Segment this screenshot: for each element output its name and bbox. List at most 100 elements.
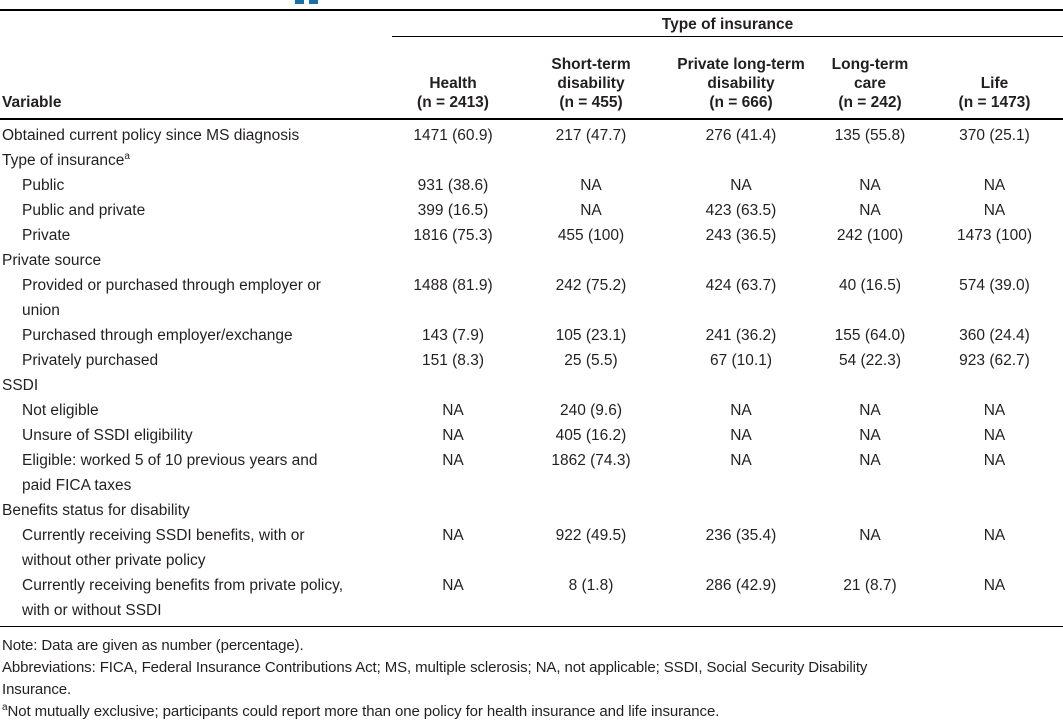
row-value: NA [859,202,881,219]
row-label: Purchased through employer/exchange [22,327,293,344]
table-footnotes: Note: Data are given as number (percenta… [0,627,1063,723]
row-value [814,373,926,398]
column-header: Health (n = 2413) [392,36,514,120]
row-value: NA [859,452,881,469]
row-value [926,148,1063,173]
row-value: 922 (49.5) [555,527,627,544]
row-label: Privately purchased [22,352,159,369]
row-label: Currently receiving SSDI benefits, with … [22,527,305,569]
row-value [514,248,668,273]
row-value: 1471 (60.9) [413,127,493,144]
row-label: Private source [2,252,102,269]
row-value: 143 (7.9) [421,327,485,344]
row-value: NA [983,202,1006,219]
row-label: Benefits status for disability [2,502,190,519]
row-value: 923 (62.7) [959,352,1030,369]
row-value: 1816 (75.3) [413,227,493,244]
row-value: 243 (36.5) [705,227,777,244]
span-header-row: Type of insurance [0,10,1063,37]
row-value: 276 (41.4) [705,127,777,144]
row-value: NA [580,202,602,219]
row-value: NA [859,527,881,544]
row-value: 40 (16.5) [838,277,902,294]
row-label: Public and private [22,202,146,219]
row-value: 574 (39.0) [959,277,1030,294]
row-label: Eligible: worked 5 of 10 previous years … [22,452,318,494]
row-value: NA [442,527,464,544]
table-row: Unsure of SSDI eligibility NA 405 (16.2) NA… [0,423,1063,448]
row-label: Obtained current policy since MS diagnos… [2,127,300,144]
row-label: SSDI [2,377,39,394]
table-row: Public and private 399 (16.5) NA 423 (63.5)… [0,198,1063,223]
row-value [668,373,814,398]
row-value: NA [730,402,752,419]
column-header: Long-term care (n = 242) [814,36,926,120]
row-value: NA [859,427,881,444]
table-row: Provided or purchased through employer o… [0,273,1063,323]
row-value [814,498,926,523]
footnote-a: aNot mutually exclusive; participants co… [2,701,1061,723]
row-value: 236 (35.4) [705,527,777,544]
row-value: 360 (24.4) [959,327,1030,344]
clipped-title-fragment [309,0,318,4]
row-value: NA [983,177,1006,194]
table-row: Type of insurancea [0,148,1063,173]
table-row: SSDI [0,373,1063,398]
row-value: 1473 (100) [957,227,1032,244]
row-value: NA [730,427,752,444]
row-value: NA [442,427,464,444]
row-value: 67 (10.1) [709,352,773,369]
row-label: Unsure of SSDI eligibility [22,427,193,444]
row-value [392,373,514,398]
row-value [814,248,926,273]
row-value: NA [926,573,1063,627]
row-value: 240 (9.6) [559,402,623,419]
row-value: 155 (64.0) [834,327,906,344]
table-row: Currently receiving benefits from privat… [0,573,1063,627]
row-label: Currently receiving benefits from privat… [0,573,392,627]
footnote-note: Note: Data are given as number (percenta… [2,637,304,654]
row-value: NA [983,427,1006,444]
row-value: 8 (1.8) [514,573,668,627]
row-value: NA [983,527,1006,544]
row-value: NA [983,452,1006,469]
row-value [926,373,1063,398]
column-header: Private long-term disability (n = 666) [668,36,814,120]
table-row: Privately purchased 151 (8.3) 25 (5.5) 67 (… [0,348,1063,373]
column-header-variable: Variable [0,36,392,120]
row-value: 242 (100) [836,227,904,244]
row-value [392,248,514,273]
row-value: 370 (25.1) [959,127,1030,144]
row-label: Type of insurancea [2,150,130,169]
row-value: 241 (36.2) [705,327,777,344]
row-value: 399 (16.5) [417,202,489,219]
table-span-header: Type of insurance [392,10,1063,37]
row-value: NA [442,402,464,419]
table-row: Not eligible NA 240 (9.6) NA NA NA [0,398,1063,423]
row-value [514,498,668,523]
row-value: NA [730,177,752,194]
column-header: Life (n = 1473) [926,36,1063,120]
column-header: Short-term disability (n = 455) [514,36,668,120]
row-label: Not eligible [22,402,99,419]
insurance-table: Type of insurance Variable Health (n = 24… [0,9,1063,627]
row-value: 931 (38.6) [417,177,489,194]
row-value: 217 (47.7) [555,127,627,144]
table-row: Private source [0,248,1063,273]
row-label: Provided or purchased through employer o… [22,277,321,319]
row-value: 151 (8.3) [421,352,485,369]
row-value: 1488 (81.9) [413,277,493,294]
footnote-a-marker: a [2,702,8,713]
row-value: 242 (75.2) [555,277,627,294]
row-value: NA [983,402,1006,419]
row-value [668,248,814,273]
row-value: NA [859,177,881,194]
row-value: 135 (55.8) [834,127,906,144]
row-value: 405 (16.2) [555,427,627,444]
row-value: 424 (63.7) [705,277,777,294]
row-value [668,498,814,523]
row-value [392,148,514,173]
row-value: 1862 (74.3) [551,452,631,469]
row-value: 286 (42.9) [668,573,814,627]
